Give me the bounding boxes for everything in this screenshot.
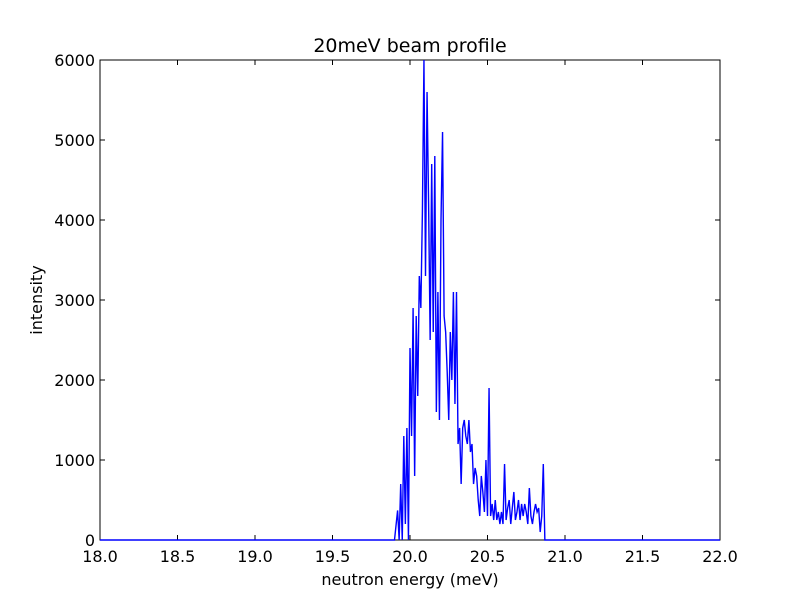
series-line-0 bbox=[100, 59, 720, 541]
x-tick-label: 19.5 bbox=[315, 547, 351, 566]
plot-area: 18.0 18.5 19.0 19.5 20.0 20.5 21.0 21.5 22.0 0 100… bbox=[54, 51, 738, 566]
y-tick-label: 1000 bbox=[54, 451, 95, 470]
x-tick-label: 19.0 bbox=[237, 547, 273, 566]
x-tick-label: 18.0 bbox=[82, 547, 118, 566]
y-tick-label: 6000 bbox=[54, 51, 95, 70]
plot-frame bbox=[99, 59, 721, 541]
x-tick-label: 20.0 bbox=[392, 547, 428, 566]
x-tick-label: 20.5 bbox=[470, 547, 506, 566]
tick-layer: 18.0 18.5 19.0 19.5 20.0 20.5 21.0 21.5 22.0 0 100… bbox=[54, 51, 738, 566]
x-tick-label: 21.0 bbox=[547, 547, 583, 566]
x-tick-label: 21.5 bbox=[625, 547, 661, 566]
x-tick-label: 18.5 bbox=[160, 547, 196, 566]
x-axis-label: neutron energy (meV) bbox=[321, 570, 498, 589]
y-tick-label: 4000 bbox=[54, 211, 95, 230]
y-tick-label: 3000 bbox=[54, 291, 95, 310]
y-tick-label: 2000 bbox=[54, 371, 95, 390]
chart-title: 20meV beam profile bbox=[313, 35, 506, 57]
y-axis-label: intensity bbox=[27, 265, 46, 334]
series-layer bbox=[100, 59, 720, 541]
y-tick-label: 0 bbox=[85, 531, 95, 550]
y-tick-label: 5000 bbox=[54, 131, 95, 150]
x-tick-label: 22.0 bbox=[702, 547, 738, 566]
